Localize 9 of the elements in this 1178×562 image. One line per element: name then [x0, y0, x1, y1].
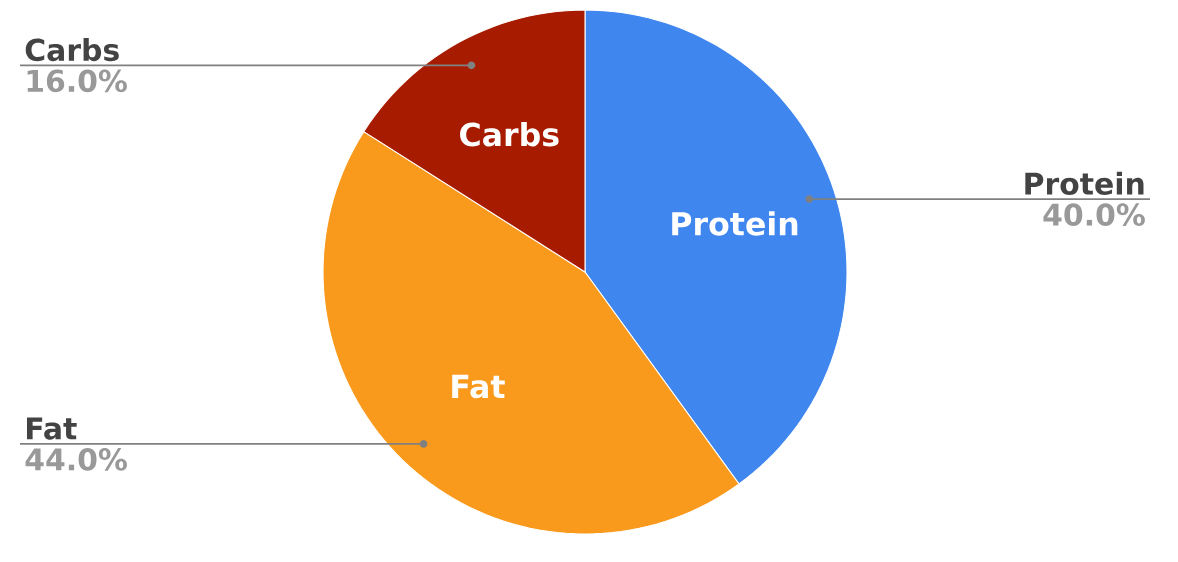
data-label: 44.0% [25, 448, 127, 471]
data-label: 40.0% [1043, 203, 1145, 226]
slice-label: Carbs [460, 122, 559, 147]
slice-label: Fat [26, 417, 77, 440]
slice-label: Fat [452, 374, 505, 399]
slice-label: Carbs [25, 38, 119, 62]
slice-label: Protein [1025, 171, 1144, 195]
slice-label: Protein [672, 211, 798, 236]
data-label: 16.0% [27, 69, 127, 93]
